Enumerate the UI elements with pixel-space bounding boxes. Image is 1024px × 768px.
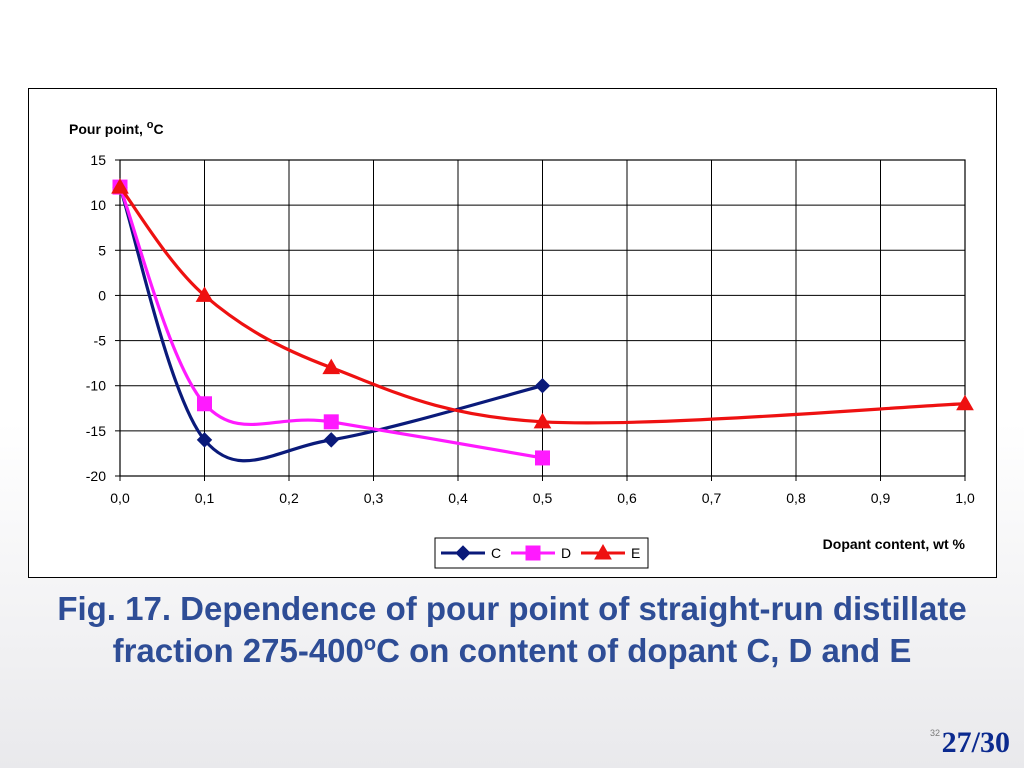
series-c-point xyxy=(196,432,213,448)
legend-d-marker xyxy=(525,545,541,561)
figure-caption: Fig. 17. Dependence of pour point of str… xyxy=(0,588,1024,672)
chart-frame: 15 10 5 0 -5 -10 -15 -20 0,0 0,1 0,2 0,3 0,4 0,5 0,6 0,… xyxy=(28,88,997,578)
series-c-point xyxy=(323,432,339,448)
x-tick-label: 0,6 xyxy=(617,490,637,506)
y-tick-label: -15 xyxy=(86,423,106,439)
series-d-point xyxy=(535,450,550,466)
series-e-point xyxy=(533,412,552,429)
series-c-line xyxy=(118,186,543,463)
x-tick-label: 0,4 xyxy=(448,490,468,506)
page-counter: 27/30 xyxy=(941,726,1010,759)
series-d-point xyxy=(323,414,339,430)
series-d-point xyxy=(197,396,212,412)
y-axis-label: Pour point, oC xyxy=(69,119,164,137)
x-tick-label: 0,5 xyxy=(533,490,553,506)
series-e-line xyxy=(118,186,966,425)
series-c-point xyxy=(534,378,551,394)
y-tick-label: 10 xyxy=(90,197,106,213)
x-tick-label: 0,0 xyxy=(110,490,130,506)
y-tick-label: -10 xyxy=(86,378,106,394)
y-tick-label: -5 xyxy=(94,333,107,349)
y-tick-label: 15 xyxy=(90,152,106,168)
caption-text-end: C on content of dopant C, D and E xyxy=(376,632,912,669)
x-tick-label: 0,8 xyxy=(786,490,806,506)
legend-d-label: D xyxy=(561,545,571,561)
caption-degree-sup: o xyxy=(363,633,377,655)
x-tick-label: 0,1 xyxy=(195,490,215,506)
x-tick-label: 0,3 xyxy=(364,490,384,506)
series-d-line xyxy=(118,186,543,460)
x-tick-label: 0,2 xyxy=(279,490,299,506)
caption-text: Fig. 17. Dependence of pour point of str… xyxy=(57,590,967,669)
x-tick-label: 0,9 xyxy=(871,490,891,506)
legend-c-marker xyxy=(455,545,471,561)
slide-number: 32 xyxy=(930,728,941,738)
x-tick-label: 0,7 xyxy=(702,490,722,506)
series-e-point xyxy=(956,394,974,411)
series-e-point xyxy=(111,178,129,194)
legend-e-label: E xyxy=(631,545,640,561)
x-tick-label: 1,0 xyxy=(955,490,975,506)
series-e-point xyxy=(322,358,341,375)
y-tick-label: 5 xyxy=(98,242,106,258)
x-axis-label: Dopant content, wt % xyxy=(823,536,966,552)
legend-c-label: C xyxy=(491,545,501,561)
y-tick-label: -20 xyxy=(86,468,106,484)
legend-e-marker xyxy=(594,543,612,560)
y-tick-label: 0 xyxy=(98,287,106,303)
line-chart: 15 10 5 0 -5 -10 -15 -200,0 0,1 0,2 0,3 0,4 0,5 0,6 0,… xyxy=(69,119,975,569)
series-e-point xyxy=(195,286,214,302)
legend: C D E xyxy=(434,537,649,569)
